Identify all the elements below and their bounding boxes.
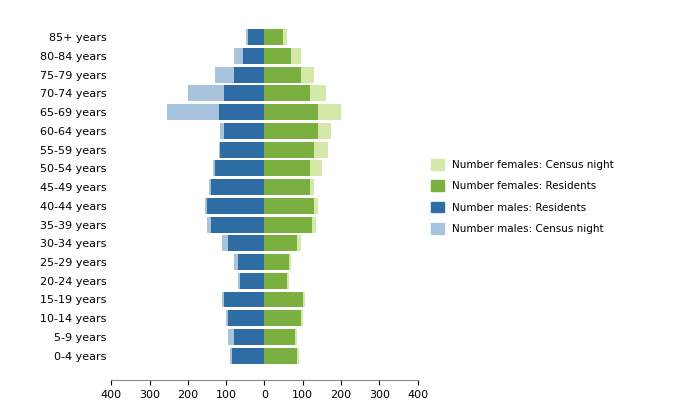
Bar [264,104,341,120]
Bar [230,348,264,364]
Bar [228,329,264,345]
Bar [228,310,264,326]
Bar [213,161,264,176]
Bar [222,235,264,251]
Bar [214,161,264,176]
Bar [264,85,326,102]
Bar [264,273,287,289]
Bar [232,348,264,364]
Bar [264,329,295,345]
Bar [264,29,287,45]
Bar [239,273,264,289]
Bar [234,67,264,83]
Bar [188,85,264,102]
Bar [234,329,264,345]
Bar [264,67,301,83]
Bar [264,123,318,139]
Bar [248,29,264,45]
Bar [209,179,264,195]
Bar [211,179,264,195]
Bar [234,254,264,270]
Bar [264,291,303,308]
Bar [224,123,264,139]
Bar [167,104,264,120]
Bar [221,142,264,158]
Bar [264,104,318,120]
Bar [237,273,264,289]
Bar [228,235,264,251]
Bar [264,85,310,102]
Bar [264,310,303,326]
Bar [264,217,313,232]
Bar [224,85,264,102]
Bar [264,179,314,195]
Legend: Number females: Census night, Number females: Residents, Number males: Residents: Number females: Census night, Number fem… [426,154,619,239]
Bar [207,217,264,232]
Bar [234,48,264,64]
Bar [244,48,264,64]
Bar [264,48,291,64]
Bar [264,329,297,345]
Bar [264,235,297,251]
Bar [264,310,301,326]
Bar [207,198,264,214]
Bar [264,142,314,158]
Bar [264,273,290,289]
Bar [264,161,322,176]
Bar [205,198,264,214]
Bar [264,67,314,83]
Bar [264,48,301,64]
Bar [237,254,264,270]
Bar [264,254,290,270]
Bar [214,67,264,83]
Bar [211,217,264,232]
Bar [264,291,305,308]
Bar [264,254,291,270]
Bar [264,235,301,251]
Bar [264,198,318,214]
Bar [219,142,264,158]
Bar [226,310,264,326]
Bar [264,161,310,176]
Bar [264,217,316,232]
Bar [246,29,264,45]
Bar [264,198,314,214]
Bar [264,348,297,364]
Bar [219,104,264,120]
Bar [264,123,331,139]
Bar [222,291,264,308]
Bar [264,142,328,158]
Bar [264,348,299,364]
Bar [224,291,264,308]
Bar [264,179,310,195]
Bar [264,29,283,45]
Bar [221,123,264,139]
